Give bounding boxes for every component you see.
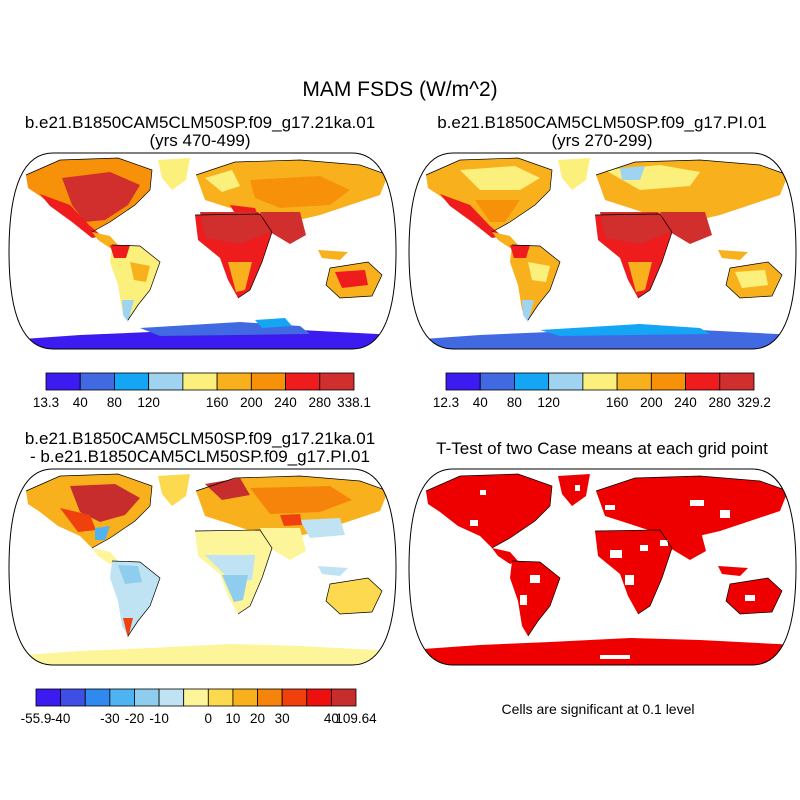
colorbar-swatch <box>216 372 252 391</box>
colorbar-label: 200 <box>240 395 263 410</box>
colorbar-swatch <box>60 688 86 707</box>
colorbar-label: 160 <box>206 395 229 410</box>
panel-case1-title-line1: b.e21.B1850CAM5CLM50SP.f09_g17.21ka.01 <box>25 113 375 132</box>
colorbar-label: 338.1 <box>337 395 371 410</box>
colorbar-label: 12.3 <box>433 395 459 410</box>
colorbar-label: 329.2 <box>737 395 771 410</box>
colorbar-swatch <box>158 688 185 707</box>
panel-diff: b.e21.B1850CAM5CLM50SP.f09_g17.21ka.01 -… <box>8 429 397 726</box>
colorbar-label: 30 <box>275 711 290 726</box>
colorbar-label: 40 <box>73 395 88 410</box>
colorbar-swatch <box>45 372 81 391</box>
colorbar-swatch <box>719 372 755 391</box>
colorbar-label: 80 <box>107 395 122 410</box>
panel-ttest-map <box>408 468 797 666</box>
panel-case1-colorbar: 13.3 40 80 120 160 200 240 280 338.1 <box>33 372 371 410</box>
colorbar-swatch <box>330 688 357 707</box>
colorbar-label: 13.3 <box>33 395 59 410</box>
panel-ttest-title: T-Test of two Case means at each grid po… <box>436 439 768 458</box>
colorbar-swatch <box>685 372 721 391</box>
figure-title: MAM FSDS (W/m^2) <box>302 78 497 101</box>
panel-case2-map-border <box>408 152 797 350</box>
colorbar-swatch <box>445 372 481 391</box>
antarctica-region <box>9 644 396 665</box>
colorbar-label: 240 <box>674 395 697 410</box>
colorbar-label: -10 <box>149 711 169 726</box>
colorbar-swatch <box>306 688 332 707</box>
south-america-region <box>110 561 160 636</box>
greenland-region <box>158 474 190 506</box>
colorbar-swatch <box>257 688 283 707</box>
greenland-region <box>558 474 590 506</box>
colorbar-swatch <box>84 688 111 707</box>
panel-ttest: T-Test of two Case means at each grid po… <box>408 439 797 717</box>
colorbar-label: 0 <box>205 711 213 726</box>
colorbar-swatch <box>319 372 355 391</box>
colorbar-swatch <box>148 372 184 391</box>
panel-diff-map-border <box>8 468 397 666</box>
panel-ttest-note: Cells are significant at 0.1 level <box>502 701 695 717</box>
colorbar-label: 40 <box>324 711 339 726</box>
colorbar-swatch <box>232 688 258 707</box>
north-america-core <box>62 172 140 222</box>
panel-case2: b.e21.B1850CAM5CLM50SP.f09_g17.PI.01 (yr… <box>408 113 797 410</box>
colorbar-swatch <box>35 688 62 707</box>
colorbar-label: 40 <box>473 395 488 410</box>
panel-case2-title-line2: (yrs 270-299) <box>551 131 652 150</box>
colorbar-label: -20 <box>125 711 145 726</box>
colorbar-label: 120 <box>537 395 560 410</box>
colorbar-label: -40 <box>51 711 71 726</box>
colorbar-swatch <box>207 688 234 707</box>
colorbar-label: 20 <box>250 711 265 726</box>
colorbar-swatch <box>582 372 618 391</box>
panel-diff-title-line2: - b.e21.B1850CAM5CLM50SP.f09_g17.PI.01 <box>30 447 370 466</box>
colorbar-swatch <box>114 372 150 391</box>
colorbar-swatch <box>134 688 160 707</box>
colorbar-swatch <box>182 372 218 391</box>
colorbar-swatch <box>183 688 209 707</box>
greenland-region <box>158 158 190 190</box>
north-america-region <box>426 474 552 548</box>
colorbar-label: 10 <box>225 711 240 726</box>
colorbar-label: 280 <box>709 395 732 410</box>
colorbar-label: 109.64 <box>335 711 377 726</box>
panel-case2-map <box>408 152 797 350</box>
colorbar-swatch <box>479 372 515 391</box>
colorbar-swatch <box>514 372 550 391</box>
colorbar-label: 240 <box>274 395 297 410</box>
colorbar-swatch <box>79 372 115 391</box>
colorbar-swatch <box>650 372 686 391</box>
colorbar-label: 160 <box>606 395 629 410</box>
colorbar-swatch <box>285 372 321 391</box>
eurasia-region <box>596 476 788 538</box>
panel-case1-title-line2: (yrs 470-499) <box>149 131 250 150</box>
panel-ttest-map-border <box>408 468 797 666</box>
colorbar-swatch <box>281 688 308 707</box>
colorbar-swatch <box>548 372 584 391</box>
colorbar-label: 120 <box>137 395 160 410</box>
australia-region <box>326 578 382 614</box>
panel-case1: b.e21.B1850CAM5CLM50SP.f09_g17.21ka.01 (… <box>8 113 397 410</box>
colorbar-label: 200 <box>640 395 663 410</box>
colorbar-swatch <box>250 372 286 391</box>
panel-diff-title-line1: b.e21.B1850CAM5CLM50SP.f09_g17.21ka.01 <box>25 429 375 448</box>
antarctica-region <box>409 638 796 665</box>
panel-case1-map <box>8 152 397 350</box>
colorbar-label: 80 <box>507 395 522 410</box>
colorbar-label: -55.9 <box>21 711 52 726</box>
colorbar-label: 280 <box>309 395 332 410</box>
colorbar-label: -30 <box>100 711 120 726</box>
greenland-region <box>558 158 590 190</box>
panel-diff-map <box>8 468 397 666</box>
colorbar-swatch <box>616 372 652 391</box>
panel-case1-map-border <box>8 152 397 350</box>
panel-case2-colorbar: 12.3 40 80 120 160 200 240 280 329.2 <box>433 372 771 410</box>
colorbar-swatch <box>109 688 135 707</box>
panel-case2-title-line1: b.e21.B1850CAM5CLM50SP.f09_g17.PI.01 <box>437 113 767 132</box>
south-america-region <box>510 561 560 636</box>
